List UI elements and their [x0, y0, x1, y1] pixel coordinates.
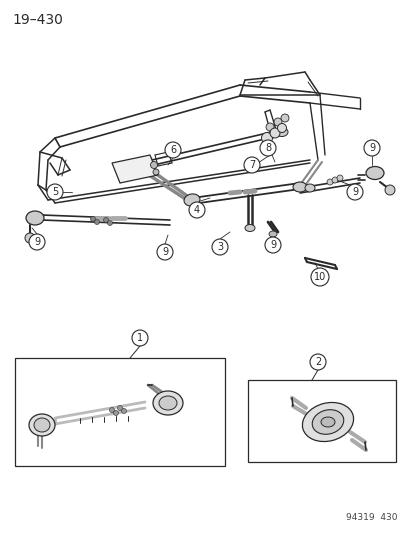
- Ellipse shape: [268, 231, 276, 237]
- Ellipse shape: [29, 414, 55, 436]
- Circle shape: [47, 184, 63, 200]
- Text: 7: 7: [248, 160, 254, 170]
- Circle shape: [107, 221, 112, 225]
- Circle shape: [103, 217, 108, 222]
- Circle shape: [189, 202, 204, 218]
- Text: 6: 6: [169, 145, 176, 155]
- Ellipse shape: [320, 417, 334, 427]
- Ellipse shape: [304, 184, 314, 192]
- Text: 8: 8: [264, 143, 271, 153]
- Circle shape: [363, 140, 379, 156]
- Ellipse shape: [26, 211, 44, 225]
- Ellipse shape: [292, 182, 306, 192]
- Circle shape: [277, 124, 286, 133]
- Circle shape: [113, 410, 118, 416]
- Circle shape: [157, 244, 173, 260]
- Ellipse shape: [159, 396, 177, 410]
- Ellipse shape: [311, 410, 343, 434]
- Ellipse shape: [301, 402, 353, 441]
- Ellipse shape: [365, 166, 383, 180]
- Circle shape: [331, 177, 337, 183]
- Circle shape: [121, 408, 126, 414]
- Circle shape: [132, 330, 147, 346]
- Circle shape: [109, 408, 114, 413]
- Circle shape: [273, 118, 281, 126]
- Text: 9: 9: [368, 143, 374, 153]
- Ellipse shape: [244, 224, 254, 231]
- Text: 10: 10: [313, 272, 325, 282]
- Circle shape: [150, 161, 157, 168]
- Circle shape: [280, 114, 288, 122]
- Circle shape: [346, 184, 362, 200]
- Bar: [15, 358, 224, 466]
- Circle shape: [211, 239, 228, 255]
- Text: 3: 3: [216, 242, 223, 252]
- Text: 94319  430: 94319 430: [346, 513, 397, 522]
- Text: 2: 2: [314, 357, 320, 367]
- Circle shape: [326, 179, 332, 185]
- Text: 9: 9: [351, 187, 357, 197]
- Circle shape: [269, 128, 279, 138]
- Text: 9: 9: [161, 247, 168, 257]
- Circle shape: [259, 140, 275, 156]
- Circle shape: [29, 234, 45, 250]
- Circle shape: [266, 123, 273, 131]
- Circle shape: [384, 185, 394, 195]
- Text: 19–430: 19–430: [12, 13, 63, 27]
- Text: 5: 5: [52, 187, 58, 197]
- Text: 9: 9: [269, 240, 275, 250]
- Text: 9: 9: [34, 237, 40, 247]
- Circle shape: [117, 406, 122, 410]
- Bar: [247, 380, 395, 462]
- Circle shape: [309, 354, 325, 370]
- Text: 4: 4: [193, 205, 199, 215]
- Circle shape: [310, 268, 328, 286]
- Ellipse shape: [184, 194, 199, 206]
- Circle shape: [243, 157, 259, 173]
- Circle shape: [94, 220, 99, 224]
- Circle shape: [90, 216, 95, 222]
- Ellipse shape: [153, 391, 183, 415]
- Text: 1: 1: [137, 333, 143, 343]
- Circle shape: [336, 175, 342, 181]
- Ellipse shape: [275, 127, 287, 136]
- Circle shape: [264, 237, 280, 253]
- Polygon shape: [112, 155, 158, 183]
- Circle shape: [153, 169, 159, 175]
- Ellipse shape: [34, 418, 50, 432]
- Circle shape: [261, 133, 272, 143]
- Circle shape: [165, 142, 180, 158]
- Circle shape: [25, 233, 35, 243]
